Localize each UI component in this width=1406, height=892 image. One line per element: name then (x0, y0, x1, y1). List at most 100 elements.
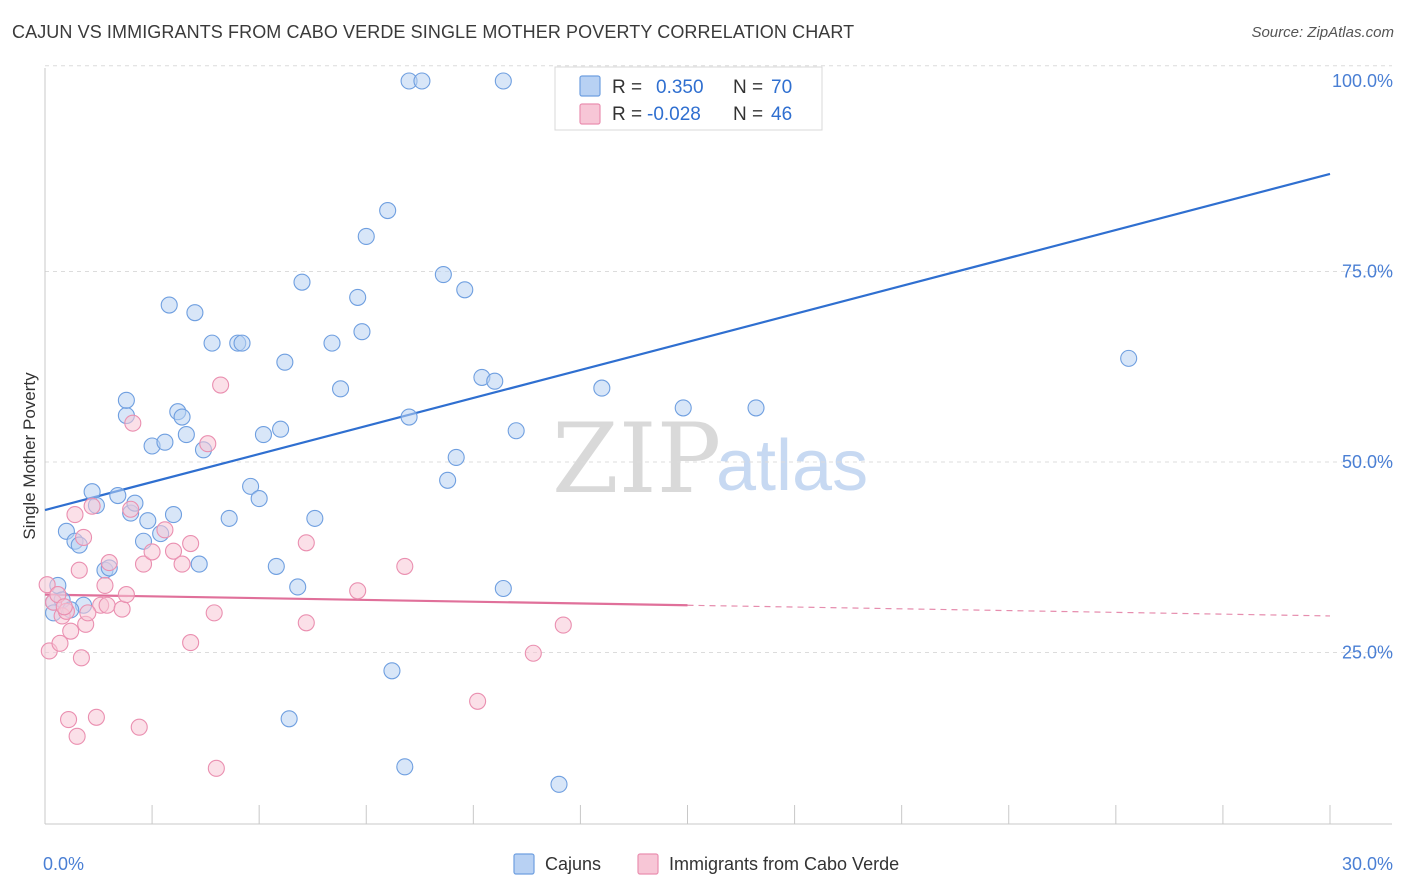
cabo-verde-point (182, 534, 200, 553)
cabo-verde-point (207, 759, 225, 777)
cabo-verde-point (164, 542, 183, 560)
y-axis-label: Single Mother Poverty (20, 372, 39, 540)
chart-source: Source: ZipAtlas.com (1251, 24, 1394, 41)
cajuns-point (173, 408, 191, 426)
cajuns-point (447, 448, 465, 466)
cabo-verde-point (297, 534, 315, 552)
trend-layer (44, 172, 1331, 617)
cabo-verde-point (349, 582, 367, 600)
legend-swatch-cabo-verde (579, 103, 601, 125)
cajuns-point (156, 433, 174, 451)
cajuns-point (323, 334, 341, 352)
cabo-verde-point (554, 616, 572, 634)
cajuns-point (379, 201, 397, 220)
y-tick-label: 100.0% (1332, 71, 1393, 91)
y-tick-label: 75.0% (1342, 262, 1393, 282)
cabo-verde-point (98, 596, 116, 614)
cajuns-point (233, 334, 251, 352)
cajuns-point (593, 379, 611, 397)
cajuns-point (160, 296, 178, 314)
cajuns-point (276, 353, 294, 371)
cajuns-point (494, 579, 512, 598)
cajuns-point (250, 490, 268, 508)
cabo-verde-point (100, 554, 118, 572)
cajuns-point (293, 273, 311, 291)
cajuns-point (439, 471, 457, 489)
cabo-verde-point (524, 644, 542, 662)
watermark-zip: ZIP (552, 403, 721, 515)
cabo-verde-point (173, 555, 191, 573)
cabo-verde-point (70, 561, 88, 579)
watermark-atlas: atlas (716, 426, 868, 506)
cajuns-point (383, 662, 401, 680)
legend-n-label-cabo-verde: N = (733, 104, 763, 125)
cabo-verde-point (212, 376, 230, 394)
cajuns-point (396, 758, 414, 776)
bottom-legend-label-cabo-verde: Immigrants from Cabo Verde (669, 854, 899, 874)
x-tick-label: 30.0% (1342, 854, 1393, 874)
cajuns-point (139, 512, 157, 530)
cabo-verde-point (113, 600, 131, 618)
cabo-verde-point (199, 435, 217, 453)
stats-legend: R = 0.350 N = 70 R = -0.028 N = 46 (554, 66, 823, 131)
grid-layer (45, 65, 1392, 653)
legend-r-value-cabo-verde: -0.028 (647, 104, 701, 125)
cabo-verde-point (38, 576, 56, 594)
cajuns-point (400, 408, 418, 426)
bottom-legend-swatch-cabo-verde (637, 853, 659, 875)
cajuns-point (242, 477, 260, 495)
cajuns-point (280, 710, 298, 728)
cabo-verde-point (469, 692, 487, 710)
points-layer (38, 72, 1138, 793)
cajuns-point (190, 555, 208, 573)
chart-title: CAJUN VS IMMIGRANTS FROM CABO VERDE SING… (12, 22, 855, 42)
cajuns-point (306, 509, 324, 527)
legend-swatch-cajuns (579, 75, 601, 97)
series-legend: Cajuns Immigrants from Cabo Verde (513, 853, 899, 875)
cabo-verde-point (134, 555, 153, 573)
legend-n-value-cabo-verde: 46 (771, 104, 792, 125)
tick-label-layer: 25.0% 50.0% 75.0% 100.0% 0.0% 30.0% (43, 71, 1393, 874)
cajuns-point (494, 72, 512, 90)
cabo-verde-point (96, 576, 114, 594)
cabo-verde-trend-line-extrapolated (687, 604, 1331, 617)
cabo-verde-point (62, 622, 80, 640)
cabo-verde-point (66, 506, 84, 524)
cabo-verde-point (83, 497, 101, 515)
cajuns-point (267, 557, 285, 575)
y-tick-label: 25.0% (1342, 643, 1393, 663)
cabo-verde-point (297, 614, 315, 632)
cajuns-point (109, 486, 127, 505)
bottom-legend-label-cajuns: Cajuns (545, 854, 601, 874)
cajuns-point (186, 304, 204, 322)
cabo-verde-point (55, 598, 73, 616)
y-tick-label: 50.0% (1342, 452, 1393, 472)
cajuns-point (550, 775, 568, 793)
cabo-verde-point (122, 500, 140, 518)
cabo-verde-point (205, 604, 223, 622)
cajuns-point (507, 422, 525, 440)
cajuns-point (349, 288, 367, 306)
cajuns-point (747, 399, 765, 417)
cajuns-point (220, 509, 238, 527)
cabo-verde-point (79, 604, 97, 622)
cabo-verde-point (396, 557, 414, 575)
cajuns-point (272, 420, 290, 438)
cabo-verde-point (72, 649, 90, 667)
cabo-verde-point (143, 543, 161, 561)
legend-r-value-cajuns: 0.350 (656, 77, 704, 98)
x-tick-label: 0.0% (43, 854, 84, 874)
cajuns-point (434, 265, 452, 284)
axes-layer (44, 68, 1392, 825)
cajuns-point (164, 506, 183, 524)
cabo-verde-point (156, 521, 174, 539)
cajuns-trend-line (44, 172, 1331, 512)
cajuns-point (117, 391, 135, 409)
cabo-verde-trend-line (44, 593, 688, 607)
cajuns-point (254, 426, 273, 444)
cabo-verde-point (51, 634, 69, 652)
cajuns-point (1120, 349, 1138, 367)
cabo-verde-point (87, 708, 105, 726)
cajuns-point (357, 227, 375, 245)
cabo-verde-point (60, 711, 78, 729)
